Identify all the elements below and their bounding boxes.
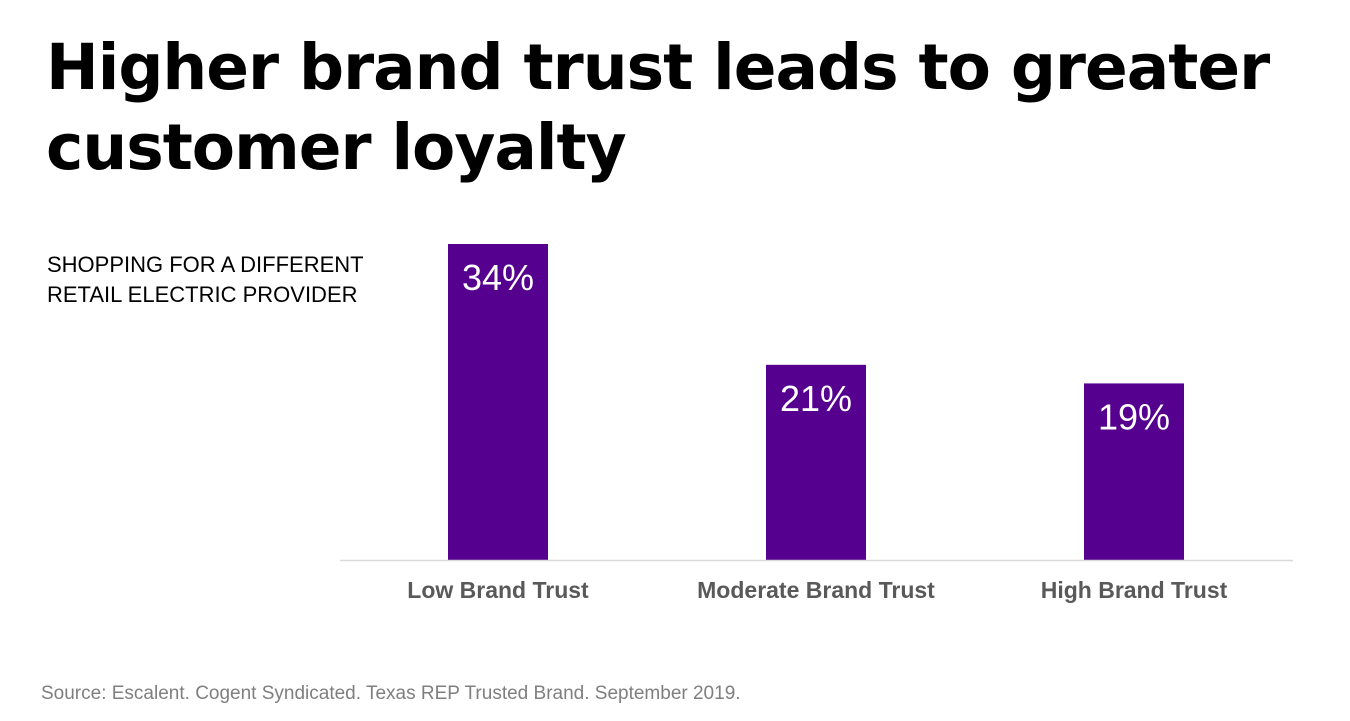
bar-value-label: 34% bbox=[462, 257, 534, 298]
page-title: Higher brand trust leads to greater cust… bbox=[46, 31, 1270, 184]
category-labels-group: Low Brand Trust Moderate Brand Trust High … bbox=[407, 577, 1227, 603]
bar-value-label: 19% bbox=[1098, 396, 1170, 437]
category-label: High Brand Trust bbox=[1041, 577, 1228, 603]
bar-low-brand-trust bbox=[448, 244, 548, 560]
bar-moderate-brand-trust bbox=[766, 364, 866, 560]
source-note: Source: Escalent. Cogent Syndicated. Tex… bbox=[41, 683, 741, 704]
category-label: Moderate Brand Trust bbox=[697, 577, 935, 603]
chart-subtitle: SHOPPING FOR A DIFFERENT RETAIL ELECTRIC… bbox=[47, 252, 364, 307]
category-label: Low Brand Trust bbox=[407, 577, 589, 603]
bars-group: 34% 21% 19% bbox=[448, 244, 1184, 560]
bar-value-label: 21% bbox=[780, 378, 852, 419]
bar-high-brand-trust bbox=[1084, 383, 1184, 560]
